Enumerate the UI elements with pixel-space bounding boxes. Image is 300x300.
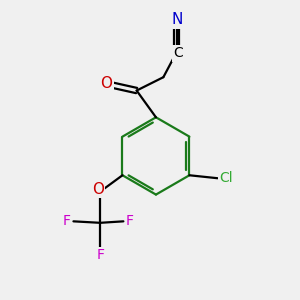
Text: O: O bbox=[100, 76, 112, 91]
Text: O: O bbox=[92, 182, 104, 197]
Text: F: F bbox=[96, 248, 104, 262]
Text: F: F bbox=[63, 214, 71, 228]
Text: Cl: Cl bbox=[219, 171, 233, 185]
Text: C: C bbox=[173, 46, 183, 60]
Text: N: N bbox=[171, 12, 182, 27]
Text: F: F bbox=[126, 214, 134, 228]
